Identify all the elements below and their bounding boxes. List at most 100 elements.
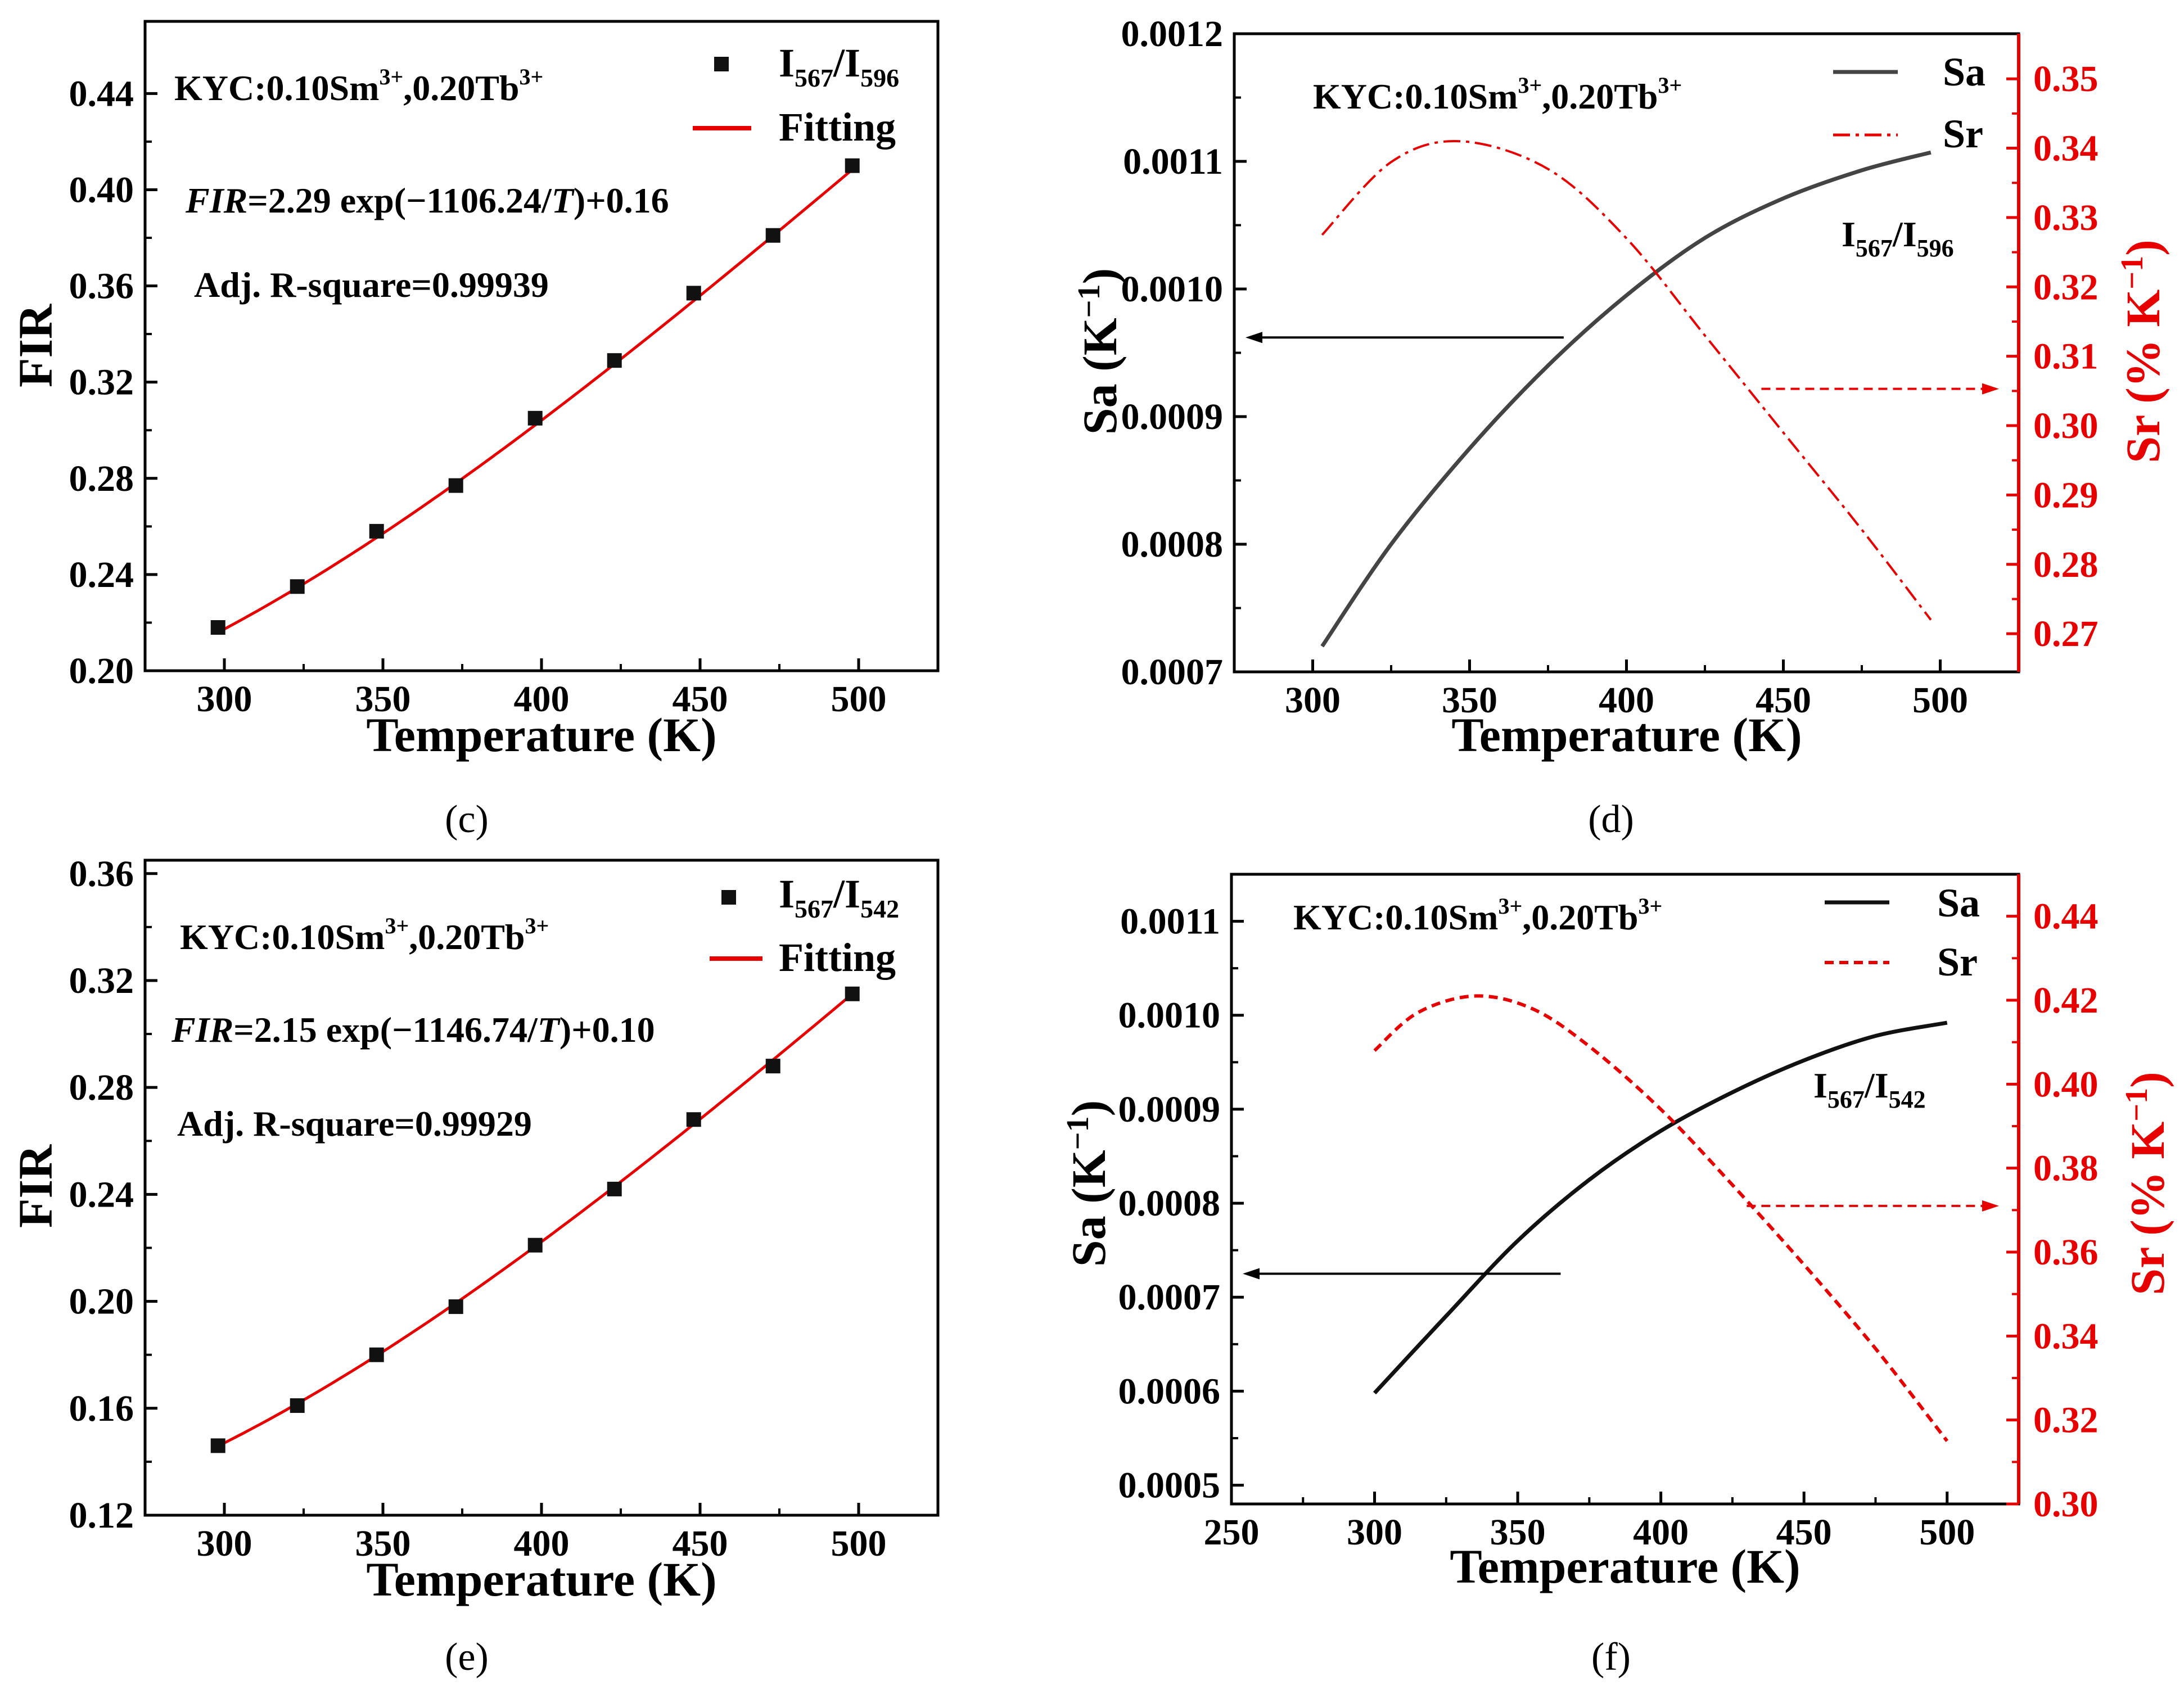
y-tick-label: 0.0010	[1118, 995, 1221, 1036]
y-axis-title: FIR	[8, 1144, 62, 1228]
right-y-tick-label: 0.36	[2033, 1232, 2099, 1273]
x-tick-label: 300	[197, 679, 252, 720]
y-axis-title: FIR	[8, 304, 62, 387]
y-tick-label: 0.36	[69, 266, 134, 307]
y-tick-label: 0.28	[69, 1067, 134, 1108]
x-tick-label: 350	[355, 1523, 411, 1564]
data-point	[448, 478, 463, 493]
fit-equation: FIR=2.15 exp(−1146.74/T)+0.10	[171, 1010, 655, 1050]
data-point	[210, 1438, 225, 1453]
y-tick-label: 0.16	[69, 1388, 134, 1429]
right-y-axis-title: Sr (% K−1)	[2119, 1072, 2174, 1295]
y-axis-title: Sa (K−1)	[1061, 1100, 1116, 1267]
sa-series-line	[1373, 1020, 1948, 1395]
data-point	[527, 1237, 543, 1253]
x-tick-label: 500	[1919, 1512, 1975, 1553]
y-axis-title: Sa (K−1)	[1072, 268, 1127, 435]
fit-equation: FIR=2.29 exp(−1106.24/T)+0.16	[185, 180, 669, 220]
x-tick-label: 400	[1633, 1512, 1689, 1553]
right-y-axis-ticks: 0.30 0.32 0.34 0.36 0.38 0.40 0.42 0.44	[2006, 896, 2099, 1525]
data-point	[290, 579, 305, 594]
y-tick-label: 0.0012	[1121, 13, 1224, 55]
sr-series-line	[1321, 139, 1932, 621]
data-point	[369, 523, 384, 539]
legend-label-sa: Sa	[1943, 49, 1986, 94]
panel-label: (f)	[1591, 1636, 1631, 1679]
left-axis-arrow-head	[1243, 1268, 1260, 1280]
x-tick-label: 400	[514, 679, 570, 720]
x-tick-label: 350	[1442, 680, 1497, 721]
y-tick-label: 0.0011	[1120, 901, 1220, 942]
right-y-tick-label: 0.38	[2033, 1148, 2099, 1189]
right-y-axis-ticks: 0.27 0.28 0.29 0.30 0.31 0.32 0.33 0.34 0.35	[2006, 58, 2099, 654]
data-point	[765, 228, 780, 243]
x-axis-title: Temperature (K)	[1450, 1539, 1800, 1593]
data-points-group	[210, 986, 860, 1453]
data-point	[607, 1181, 622, 1196]
y-axis-ticks: 0.0005 0.0006 0.0007 0.0008 0.0009 0.0010 0.00…	[1118, 901, 1244, 1506]
right-y-tick-label: 0.40	[2033, 1064, 2099, 1105]
x-tick-label: 450	[1756, 680, 1811, 721]
panel-label: (e)	[445, 1636, 489, 1679]
right-y-tick-label: 0.31	[2033, 336, 2099, 377]
panel-label: (d)	[1588, 798, 1634, 841]
data-point	[448, 1299, 463, 1314]
y-tick-label: 0.0007	[1118, 1277, 1221, 1318]
x-axis-title: Temperature (K)	[1451, 708, 1802, 762]
x-tick-label: 400	[1599, 680, 1654, 721]
legend-marker-scatter	[721, 890, 736, 905]
x-axis-ticks: 300 350 400 450 500	[1285, 659, 1968, 721]
sample-composition: KYC:0.10Sm3+,0.20Tb3+	[174, 64, 543, 108]
axis-arrows-group	[1243, 1200, 1999, 1280]
y-tick-label: 0.24	[69, 1174, 134, 1215]
x-tick-label: 500	[831, 679, 887, 720]
data-point	[845, 158, 860, 173]
legend-label-scatter: I567/I596	[779, 40, 899, 92]
right-axis-arrow-head	[1982, 1200, 1999, 1212]
data-point	[369, 1347, 384, 1362]
r-square-value: Adj. R-square=0.99929	[177, 1104, 532, 1144]
legend-label-sa: Sa	[1937, 880, 1980, 925]
right-y-tick-label: 0.32	[2033, 266, 2099, 308]
sa-series-line	[1320, 150, 1932, 648]
data-point	[607, 353, 622, 368]
y-tick-label: 0.12	[69, 1495, 134, 1536]
x-axis-title: Temperature (K)	[366, 1552, 716, 1606]
x-tick-label: 300	[197, 1523, 252, 1564]
panel-label: (c)	[445, 798, 489, 841]
right-y-tick-label: 0.30	[2033, 405, 2099, 446]
intensity-ratio-label: I567/I596	[1842, 214, 1954, 262]
sample-composition: KYC:0.10Sm3+,0.20Tb3+	[1313, 73, 1682, 116]
right-y-tick-label: 0.27	[2033, 613, 2099, 654]
legend-label-sr: Sr	[1943, 111, 1983, 156]
x-tick-label: 400	[514, 1523, 570, 1564]
x-tick-label: 250	[1204, 1512, 1260, 1553]
y-axis-ticks: 0.12 0.16 0.20 0.24 0.28 0.32 0.36	[69, 853, 157, 1536]
panel-c: 0.20 0.24 0.28 0.32 0.36 0.40 0.44 300 350 400 45…	[8, 20, 940, 841]
data-point	[765, 1059, 780, 1074]
x-tick-label: 450	[673, 679, 728, 720]
data-point	[210, 620, 225, 635]
y-tick-label: 0.0007	[1121, 652, 1224, 693]
intensity-ratio-label: I567/I542	[1813, 1065, 1926, 1113]
x-tick-label: 350	[1490, 1512, 1546, 1553]
x-tick-label: 500	[1912, 680, 1968, 721]
y-tick-label: 0.0011	[1123, 141, 1223, 182]
y-tick-label: 0.0008	[1121, 524, 1224, 565]
data-points-group	[210, 158, 860, 635]
right-y-tick-label: 0.30	[2033, 1484, 2099, 1525]
right-y-tick-label: 0.32	[2033, 1400, 2099, 1441]
right-y-tick-label: 0.29	[2033, 475, 2099, 516]
panel-e: 0.12 0.16 0.20 0.24 0.28 0.32 0.36 300 350 400 45…	[8, 853, 940, 1679]
y-tick-label: 0.36	[69, 853, 134, 895]
data-point	[290, 1398, 305, 1413]
y-axis-ticks: 0.20 0.24 0.28 0.32 0.36 0.40 0.44	[69, 73, 157, 692]
series-lines-group	[1320, 139, 1932, 648]
x-tick-label: 350	[355, 679, 411, 720]
right-y-tick-label: 0.34	[2033, 128, 2099, 169]
right-y-axis-title: Sr (% K−1)	[2115, 240, 2170, 463]
y-tick-label: 0.0008	[1118, 1183, 1221, 1224]
data-point	[845, 986, 860, 1001]
left-axis-arrow-head	[1246, 332, 1262, 344]
